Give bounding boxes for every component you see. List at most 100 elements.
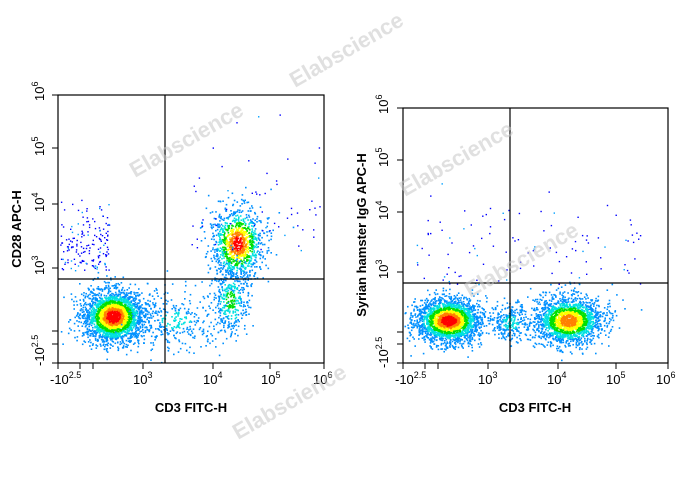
event-dot bbox=[125, 299, 127, 301]
event-dot bbox=[246, 265, 249, 267]
event-dot bbox=[92, 319, 94, 321]
event-dot bbox=[141, 326, 144, 329]
event-dot bbox=[116, 298, 119, 300]
event-dot bbox=[118, 331, 120, 333]
event-dot bbox=[241, 231, 243, 234]
event-dot bbox=[105, 232, 107, 234]
event-dot bbox=[127, 316, 130, 318]
event-dot bbox=[118, 332, 120, 335]
event-dot bbox=[135, 337, 138, 339]
event-dot bbox=[149, 324, 151, 327]
event-dot bbox=[136, 305, 139, 307]
event-dot bbox=[252, 233, 254, 236]
event-dot bbox=[239, 221, 241, 224]
event-dot bbox=[97, 255, 100, 257]
event-dot bbox=[124, 301, 126, 304]
event-dot bbox=[227, 190, 229, 192]
event-dot bbox=[108, 324, 111, 327]
event-dot bbox=[97, 339, 99, 342]
event-dot bbox=[218, 215, 221, 217]
event-dot bbox=[82, 298, 85, 301]
event-dot bbox=[114, 306, 116, 308]
event-dot bbox=[134, 307, 137, 309]
event-dot bbox=[102, 344, 105, 347]
event-dot bbox=[244, 268, 247, 270]
event-dot bbox=[231, 249, 234, 251]
event-dot bbox=[111, 303, 113, 306]
event-dot bbox=[124, 303, 126, 306]
event-dot bbox=[239, 304, 241, 307]
event-dot bbox=[421, 299, 424, 302]
event-dot bbox=[225, 240, 228, 242]
event-dot bbox=[217, 286, 220, 288]
event-dot bbox=[123, 342, 126, 345]
event-dot bbox=[231, 266, 234, 268]
event-dot bbox=[128, 311, 130, 314]
event-dot bbox=[98, 263, 100, 265]
event-dot bbox=[111, 340, 114, 342]
event-dot bbox=[94, 312, 96, 315]
event-dot bbox=[129, 332, 131, 335]
event-dot bbox=[211, 340, 214, 342]
event-dot bbox=[92, 301, 94, 303]
event-dot bbox=[252, 262, 255, 264]
event-dot bbox=[138, 332, 140, 335]
event-dot bbox=[132, 316, 134, 319]
event-dot bbox=[168, 347, 170, 350]
event-dot bbox=[127, 332, 130, 335]
event-dot bbox=[188, 329, 190, 331]
event-dot bbox=[162, 317, 165, 320]
event-dot bbox=[116, 286, 119, 289]
event-dot bbox=[104, 311, 106, 313]
event-dot bbox=[85, 320, 88, 322]
event-dot bbox=[120, 336, 122, 338]
event-dot bbox=[81, 335, 84, 337]
event-dot bbox=[244, 281, 247, 283]
event-dot bbox=[96, 294, 98, 296]
event-dot bbox=[275, 180, 278, 182]
event-dot bbox=[227, 216, 229, 219]
event-dot bbox=[235, 239, 238, 242]
event-dot bbox=[240, 282, 242, 285]
event-dot bbox=[166, 311, 169, 314]
event-dot bbox=[313, 236, 315, 238]
event-dot bbox=[209, 342, 211, 345]
event-dot bbox=[220, 223, 223, 226]
event-dot bbox=[103, 300, 105, 302]
event-dot bbox=[239, 295, 241, 298]
event-dot bbox=[467, 336, 469, 339]
event-dot bbox=[149, 300, 151, 303]
event-dot bbox=[142, 331, 145, 334]
event-dot bbox=[151, 348, 154, 350]
event-dot bbox=[232, 260, 234, 263]
event-dot bbox=[129, 333, 132, 335]
event-dot bbox=[93, 320, 95, 322]
event-dot bbox=[106, 297, 109, 300]
event-dot bbox=[107, 224, 109, 226]
event-dot bbox=[89, 315, 92, 317]
event-dot bbox=[245, 311, 248, 313]
event-dot bbox=[107, 286, 110, 288]
event-dot bbox=[219, 241, 221, 243]
event-dot bbox=[250, 265, 253, 268]
event-dot bbox=[114, 338, 117, 340]
event-dot bbox=[243, 274, 246, 276]
event-dot bbox=[112, 315, 115, 317]
event-dot bbox=[233, 267, 235, 270]
event-dot bbox=[95, 331, 97, 333]
event-dot bbox=[135, 326, 137, 328]
left-y-tick-3: 103 bbox=[30, 256, 47, 275]
event-dot bbox=[84, 325, 87, 328]
event-dot bbox=[130, 334, 132, 337]
event-dot bbox=[175, 332, 178, 335]
event-dot bbox=[86, 217, 89, 219]
event-dot bbox=[160, 331, 163, 333]
event-dot bbox=[230, 299, 232, 302]
event-dot bbox=[117, 282, 119, 285]
event-dot bbox=[75, 251, 78, 253]
event-dot bbox=[130, 292, 132, 295]
event-dot bbox=[109, 328, 112, 330]
event-dot bbox=[177, 311, 180, 314]
event-dot bbox=[204, 237, 206, 240]
event-dot bbox=[272, 229, 274, 232]
